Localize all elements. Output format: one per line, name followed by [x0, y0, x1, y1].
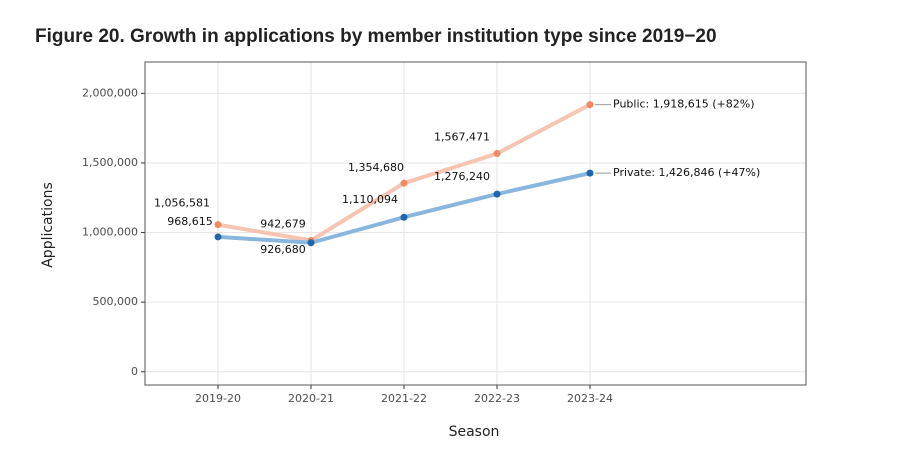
x-tick-label: 2020-21 — [288, 392, 334, 405]
annotation: Public: 1,918,615 (+82%) — [613, 98, 755, 111]
data-point — [214, 221, 222, 229]
data-label: 1,110,094 — [342, 193, 398, 206]
x-tick-label: 2023-24 — [567, 392, 613, 405]
data-label: 1,056,581 — [154, 197, 210, 210]
data-label: 1,354,680 — [348, 161, 404, 174]
data-point — [586, 169, 594, 177]
y-axis-label: Applications — [40, 182, 56, 268]
data-point — [400, 179, 408, 187]
data-point — [493, 150, 501, 158]
y-tick-label: 0 — [131, 365, 138, 378]
x-tick-label: 2021-22 — [381, 392, 427, 405]
plot-background — [145, 62, 806, 385]
data-label: 968,615 — [167, 215, 213, 228]
data-point — [214, 233, 222, 241]
chart-title: Figure 20. Growth in applications by mem… — [35, 26, 717, 47]
x-tick-label: 2022-23 — [474, 392, 520, 405]
x-axis-label: Season — [449, 424, 500, 440]
y-tick-label: 1,000,000 — [82, 226, 138, 239]
data-point — [400, 213, 408, 221]
data-label: 926,680 — [260, 243, 306, 256]
plot-border — [144, 61, 807, 386]
y-tick-label: 2,000,000 — [82, 86, 138, 99]
x-tick-label: 2019-20 — [195, 392, 241, 405]
y-tick-label: 1,500,000 — [82, 156, 138, 169]
data-point — [493, 190, 501, 198]
data-label: 1,567,471 — [434, 131, 490, 144]
data-label: 942,679 — [260, 218, 306, 231]
annotation: Private: 1,426,846 (+47%) — [613, 166, 760, 179]
data-point — [586, 101, 594, 109]
data-point — [307, 239, 315, 247]
y-tick-label: 500,000 — [93, 295, 139, 308]
data-label: 1,276,240 — [434, 170, 490, 183]
